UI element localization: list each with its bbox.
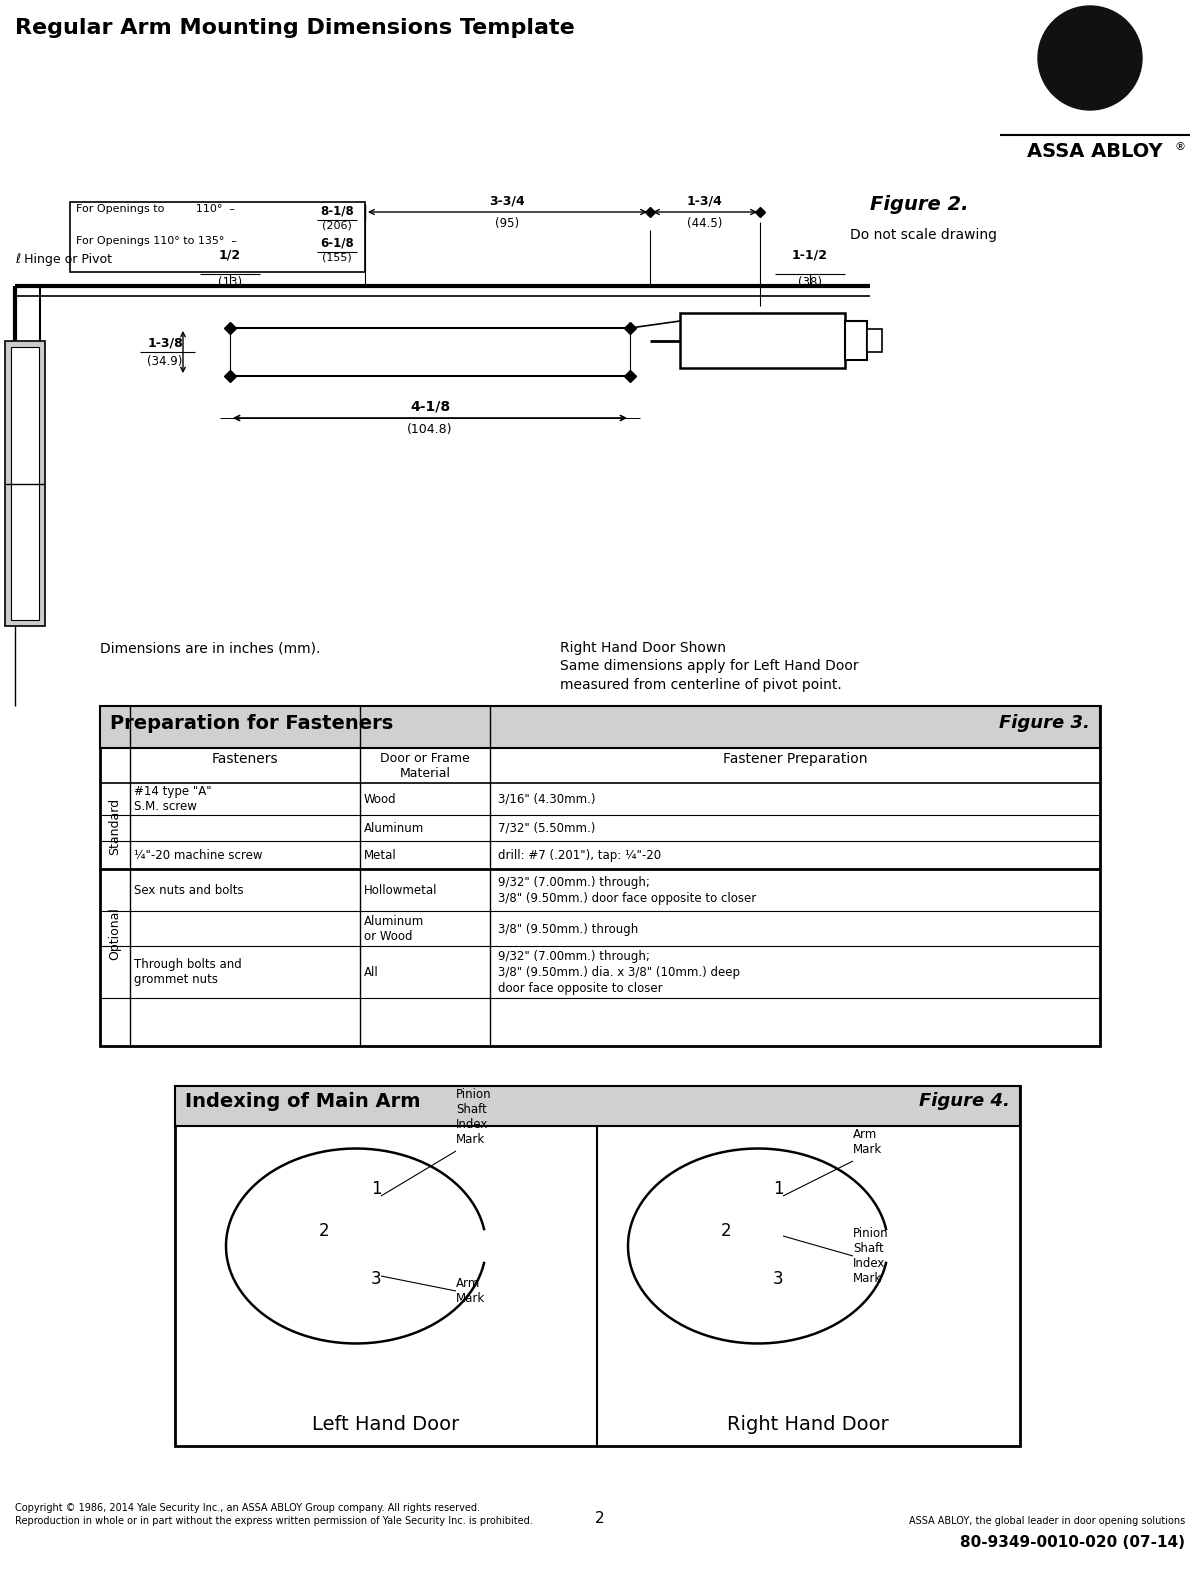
Text: 2: 2 xyxy=(319,1221,329,1240)
Text: 3: 3 xyxy=(773,1270,784,1288)
Text: Fastener Preparation: Fastener Preparation xyxy=(722,752,868,766)
Bar xyxy=(175,1086,1020,1125)
Text: Hollowmetal: Hollowmetal xyxy=(364,884,438,897)
Text: 9/32" (7.00mm.) through;
3/8" (9.50mm.) dia. x 3/8" (10mm.) deep
door face oppos: 9/32" (7.00mm.) through; 3/8" (9.50mm.) … xyxy=(498,949,740,994)
Text: Aluminum
or Wood: Aluminum or Wood xyxy=(364,916,425,942)
Text: ℓ Hinge or Pivot: ℓ Hinge or Pivot xyxy=(14,254,112,266)
Text: Metal: Metal xyxy=(364,848,397,862)
Text: Indexing of Main Arm: Indexing of Main Arm xyxy=(185,1092,420,1111)
Bar xyxy=(100,706,1100,1046)
Text: 1-3/8: 1-3/8 xyxy=(148,336,182,348)
Bar xyxy=(175,1086,1020,1447)
Bar xyxy=(845,322,866,359)
Bar xyxy=(680,314,845,369)
Text: Optional: Optional xyxy=(108,908,121,960)
Text: Sex nuts and bolts: Sex nuts and bolts xyxy=(134,884,244,897)
Text: Preparation for Fasteners: Preparation for Fasteners xyxy=(110,714,394,733)
Text: 3-3/4: 3-3/4 xyxy=(490,194,524,206)
Bar xyxy=(70,202,365,273)
Text: 1: 1 xyxy=(773,1180,784,1198)
Text: ®: ® xyxy=(1175,142,1186,151)
Text: (155): (155) xyxy=(322,252,352,262)
Text: 3/16" (4.30mm.): 3/16" (4.30mm.) xyxy=(498,793,595,805)
Text: Norton: Norton xyxy=(1046,47,1133,68)
Bar xyxy=(866,329,882,351)
Text: 1-3/4: 1-3/4 xyxy=(688,194,722,206)
Text: 7/32" (5.50mm.): 7/32" (5.50mm.) xyxy=(498,821,595,835)
Text: ¼"-20 machine screw: ¼"-20 machine screw xyxy=(134,848,263,862)
Text: Fasteners: Fasteners xyxy=(211,752,278,766)
Text: Left Hand Door: Left Hand Door xyxy=(312,1415,460,1434)
Text: Standard: Standard xyxy=(108,797,121,854)
Text: 3: 3 xyxy=(371,1270,382,1288)
Text: Right Hand Door Shown
Same dimensions apply for Left Hand Door
measured from cen: Right Hand Door Shown Same dimensions ap… xyxy=(560,641,859,692)
Text: 4-1/8: 4-1/8 xyxy=(410,399,450,413)
Text: 9/32" (7.00mm.) through;
3/8" (9.50mm.) door face opposite to closer: 9/32" (7.00mm.) through; 3/8" (9.50mm.) … xyxy=(498,876,756,905)
Text: Right Hand Door: Right Hand Door xyxy=(727,1415,889,1434)
Text: Door or Frame
Material: Door or Frame Material xyxy=(380,752,470,780)
Text: 1: 1 xyxy=(371,1180,382,1198)
Bar xyxy=(5,340,46,626)
Text: 3/8" (9.50mm.) through: 3/8" (9.50mm.) through xyxy=(498,922,638,936)
Text: 6-1/8: 6-1/8 xyxy=(320,236,354,249)
Text: Do not scale drawing: Do not scale drawing xyxy=(850,229,997,243)
Text: Figure 2.: Figure 2. xyxy=(870,195,968,214)
Text: 8-1/8: 8-1/8 xyxy=(320,203,354,217)
Text: ASSA ABLOY: ASSA ABLOY xyxy=(1027,142,1163,161)
Text: Arm
Mark: Arm Mark xyxy=(853,1128,882,1157)
Text: (95): (95) xyxy=(494,217,520,230)
Text: Copyright © 1986, 2014 Yale Security Inc., an ASSA ABLOY Group company. All righ: Copyright © 1986, 2014 Yale Security Inc… xyxy=(14,1504,533,1526)
Text: (34.9): (34.9) xyxy=(148,355,182,369)
Text: Figure 3.: Figure 3. xyxy=(1000,714,1090,731)
Text: All: All xyxy=(364,966,379,979)
Text: (13): (13) xyxy=(218,276,242,288)
Bar xyxy=(354,1221,382,1250)
Bar xyxy=(100,706,1100,749)
Text: 1/2: 1/2 xyxy=(218,247,241,262)
Text: ASSA ABLOY, the global leader in door opening solutions: ASSA ABLOY, the global leader in door op… xyxy=(908,1516,1186,1526)
Bar xyxy=(756,1221,784,1250)
Text: Aluminum: Aluminum xyxy=(364,821,425,835)
Text: 1-1/2: 1-1/2 xyxy=(792,247,828,262)
Text: ®: ® xyxy=(1129,11,1139,20)
Text: For Openings to         110°  –: For Openings to 110° – xyxy=(76,203,235,214)
Text: Dimensions are in inches (mm).: Dimensions are in inches (mm). xyxy=(100,641,320,656)
Text: (104.8): (104.8) xyxy=(407,422,452,437)
Bar xyxy=(11,347,38,619)
Text: Wood: Wood xyxy=(364,793,397,805)
Text: Pinion
Shaft
Index
Mark: Pinion Shaft Index Mark xyxy=(853,1228,889,1284)
Text: (206): (206) xyxy=(322,221,352,230)
Text: Arm
Mark: Arm Mark xyxy=(456,1277,485,1305)
Text: (44.5): (44.5) xyxy=(688,217,722,230)
Text: drill: #7 (.201"), tap: ¼"-20: drill: #7 (.201"), tap: ¼"-20 xyxy=(498,848,661,862)
Text: 80-9349-0010-020 (07-14): 80-9349-0010-020 (07-14) xyxy=(960,1535,1186,1551)
Text: Regular Arm Mounting Dimensions Template: Regular Arm Mounting Dimensions Template xyxy=(14,17,575,38)
Text: 2: 2 xyxy=(595,1511,605,1526)
Text: #14 type "A"
S.M. screw: #14 type "A" S.M. screw xyxy=(134,785,211,813)
Circle shape xyxy=(1038,6,1142,110)
Text: 2: 2 xyxy=(721,1221,731,1240)
Text: For Openings 110° to 135°  –: For Openings 110° to 135° – xyxy=(76,236,238,246)
Text: Pinion
Shaft
Index
Mark: Pinion Shaft Index Mark xyxy=(456,1087,492,1146)
Text: Through bolts and
grommet nuts: Through bolts and grommet nuts xyxy=(134,958,241,987)
Text: Figure 4.: Figure 4. xyxy=(919,1092,1010,1110)
Text: (38): (38) xyxy=(798,276,822,288)
